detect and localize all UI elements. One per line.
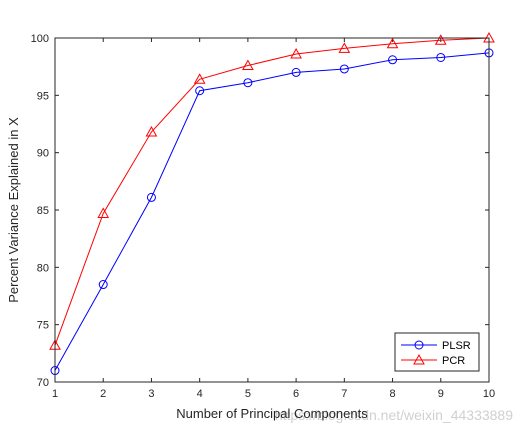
y-tick-labels: 70 75 80 85 90 95 100 xyxy=(31,33,49,389)
x-tick-labels: 1 2 3 4 5 6 7 8 9 10 xyxy=(52,388,495,400)
data-point-pcr xyxy=(338,42,351,53)
data-point-pcr xyxy=(97,207,110,218)
x-axis-label: Number of Principal Components xyxy=(176,406,368,421)
legend-marker-pcr xyxy=(413,353,425,365)
y-tick-label: 85 xyxy=(37,205,49,217)
series-plsr xyxy=(50,48,494,376)
data-point-plsr xyxy=(291,67,301,77)
data-point-plsr xyxy=(339,64,349,74)
y-tick-label: 90 xyxy=(37,148,49,160)
x-tick-label: 10 xyxy=(483,388,495,400)
data-point-pcr xyxy=(145,125,158,137)
data-point-plsr xyxy=(98,280,108,290)
data-point-plsr xyxy=(436,52,446,62)
watermark: https://blog.csdn.net/weixin_44333889 xyxy=(275,407,513,423)
y-tick-label: 95 xyxy=(37,90,49,102)
data-point-pcr xyxy=(242,59,254,71)
x-tick-label: 8 xyxy=(389,388,395,400)
data-point-plsr xyxy=(243,78,253,88)
x-tick-label: 3 xyxy=(148,388,154,400)
legend-label-pcr: PCR xyxy=(442,355,465,367)
plot-border xyxy=(54,37,490,383)
x-tick-label: 9 xyxy=(438,388,444,400)
x-tick-label: 5 xyxy=(245,388,251,400)
data-point-pcr xyxy=(434,34,447,45)
y-axis-label: Percent Variance Explained in X xyxy=(6,117,21,303)
y-tick-label: 80 xyxy=(37,262,49,274)
legend-box xyxy=(394,332,480,372)
series-line-pcr xyxy=(54,37,490,346)
data-point-plsr xyxy=(388,55,398,65)
legend-item-plsr: PLSR xyxy=(401,340,471,352)
x-tick-label: 4 xyxy=(197,388,203,400)
x-tick-label: 6 xyxy=(293,388,299,400)
data-point-plsr xyxy=(146,192,156,202)
data-point-pcr xyxy=(290,48,302,59)
legend-item-pcr: PCR xyxy=(401,353,465,367)
legend-marker-plsr xyxy=(414,340,424,350)
series-layer xyxy=(49,31,495,376)
y-tick-label: 75 xyxy=(37,320,49,332)
data-point-plsr xyxy=(195,86,205,96)
series-pcr xyxy=(49,31,495,350)
x-tick-label: 1 xyxy=(52,388,58,400)
plot-area xyxy=(55,38,489,382)
series-line-plsr xyxy=(54,52,490,371)
data-point-pcr xyxy=(386,37,399,49)
y-tick-label: 100 xyxy=(31,33,49,45)
legend: PLSR PCR xyxy=(394,332,480,372)
y-tick-label: 70 xyxy=(37,377,49,389)
data-point-pcr xyxy=(193,73,206,84)
x-tick-label: 7 xyxy=(341,388,347,400)
x-tick-label: 2 xyxy=(100,388,106,400)
legend-label-plsr: PLSR xyxy=(442,340,471,352)
